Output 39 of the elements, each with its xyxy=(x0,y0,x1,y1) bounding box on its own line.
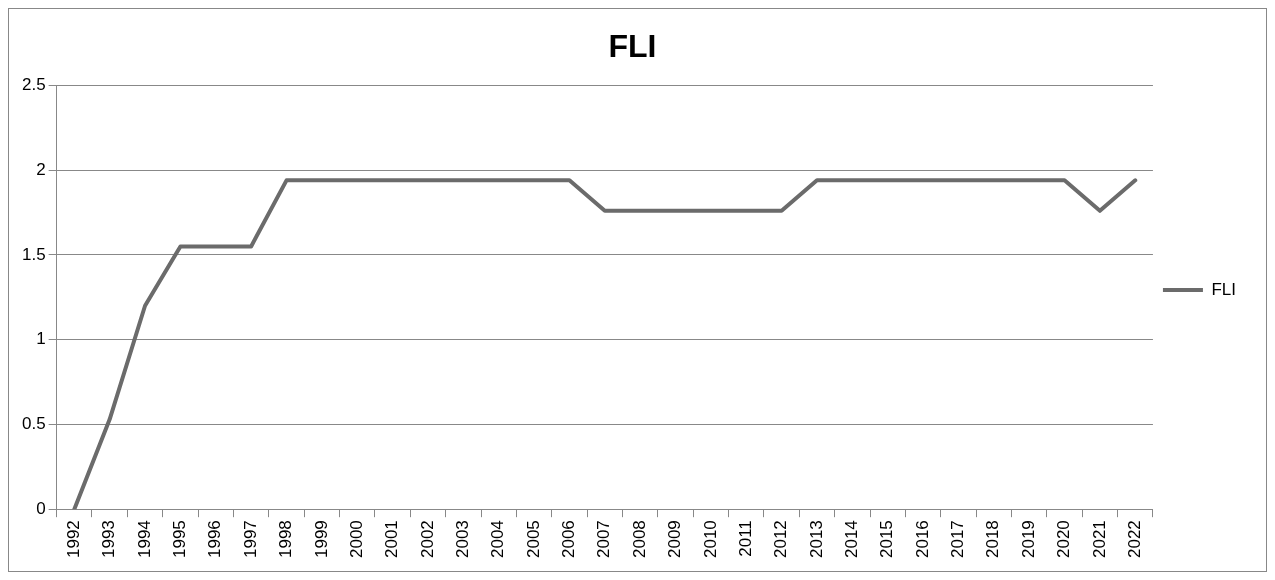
x-tick-label: 1997 xyxy=(240,520,260,559)
x-tick-label: 2000 xyxy=(346,520,366,559)
x-tick-label: 1993 xyxy=(99,520,119,559)
x-tick-label: 2010 xyxy=(700,520,720,559)
x-tick-label: 2018 xyxy=(983,520,1003,559)
x-tick-label: 2020 xyxy=(1054,520,1074,559)
y-tick-label: 2.5 xyxy=(21,75,46,95)
x-tick-label: 1994 xyxy=(134,520,154,559)
x-tick-label: 2007 xyxy=(594,520,614,559)
x-tick-label: 1998 xyxy=(276,520,296,559)
y-tick-label: 1 xyxy=(36,329,46,349)
x-tick-label: 2014 xyxy=(842,520,862,559)
x-tick-label: 2021 xyxy=(1089,520,1109,559)
x-tick-label: 2011 xyxy=(735,520,755,557)
x-tick-label: 2012 xyxy=(771,520,791,559)
x-tick-label: 2003 xyxy=(453,520,473,559)
y-tick-label: 0.5 xyxy=(21,414,46,434)
x-tick-label: 2001 xyxy=(382,520,402,559)
x-tick-label: 2006 xyxy=(559,520,579,559)
legend-label: FLI xyxy=(1211,279,1236,299)
x-tick-label: 2005 xyxy=(523,520,543,559)
x-tick-label: 2022 xyxy=(1124,520,1144,559)
x-tick-label: 1996 xyxy=(205,520,225,559)
x-tick-label: 1999 xyxy=(311,520,331,559)
x-tick-label: 2002 xyxy=(417,520,437,559)
x-tick-label: 2015 xyxy=(877,520,897,559)
x-tick-label: 1992 xyxy=(64,520,83,559)
y-tick-label: 1.5 xyxy=(21,244,46,264)
x-tick-label: 2009 xyxy=(665,520,685,559)
y-tick-label: 0 xyxy=(36,498,46,518)
x-tick-label: 2019 xyxy=(1018,520,1038,559)
chart-title: FLI xyxy=(608,28,657,65)
x-tick-label: 2017 xyxy=(948,520,968,559)
x-tick-label: 2008 xyxy=(629,520,649,559)
y-tick-label: 2 xyxy=(36,159,46,179)
x-tick-label: 2013 xyxy=(806,520,826,559)
x-tick-label: 2004 xyxy=(488,520,508,559)
x-tick-label: 1995 xyxy=(170,520,190,559)
x-tick-label: 2016 xyxy=(912,520,932,559)
